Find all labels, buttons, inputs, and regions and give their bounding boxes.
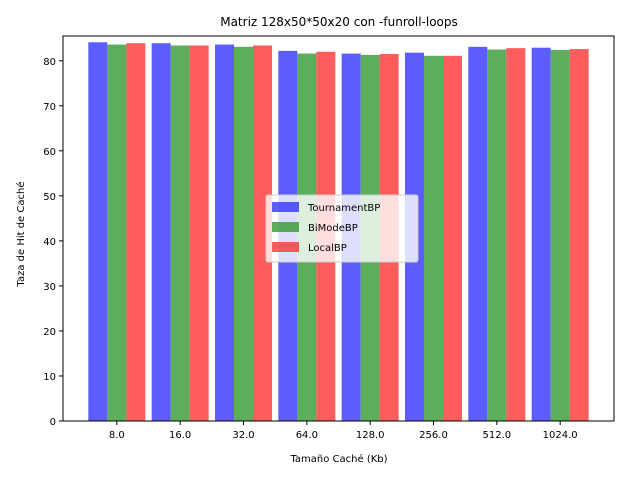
- bar-localbp-512.0: [506, 48, 526, 421]
- y-axis-label: Taza de Hit de Caché: [15, 182, 27, 288]
- x-tick-label: 8.0: [109, 430, 125, 441]
- x-tick-label: 16.0: [169, 430, 191, 441]
- legend-label-tournamentbp: TournamentBP: [307, 203, 380, 214]
- bar-localbp-16.0: [189, 45, 209, 422]
- legend-label-bimodebp: BiModeBP: [308, 223, 358, 234]
- bar-localbp-256.0: [443, 55, 462, 422]
- y-tick-label: 30: [43, 282, 56, 293]
- y-axis: 0 10 20 30 40 50 60 70 80: [43, 57, 63, 428]
- bar-tournamentbp-1024.0: [531, 47, 551, 422]
- y-tick-label: 0: [50, 417, 56, 428]
- bar-localbp-8.0: [126, 43, 146, 421]
- y-tick-label: 10: [43, 372, 56, 383]
- bar-bimodebp-512.0: [487, 49, 507, 421]
- bar-bimodebp-16.0: [170, 45, 190, 422]
- x-tick-label: 1024.0: [543, 430, 578, 441]
- bar-tournamentbp-32.0: [215, 44, 234, 422]
- legend-swatch-localbp: [272, 242, 299, 252]
- legend-box: [265, 194, 419, 263]
- bar-bimodebp-1024.0: [550, 49, 570, 422]
- legend-swatch-tournamentbp: [272, 202, 299, 212]
- bar-localbp-32.0: [253, 45, 272, 422]
- plot-frame: [62, 35, 615, 422]
- x-tick-label: 64.0: [296, 430, 318, 441]
- bar-bimodebp-256.0: [424, 55, 443, 422]
- x-tick-label: 256.0: [419, 430, 448, 441]
- bar-bimodebp-8.0: [107, 44, 127, 422]
- chart-title: Matriz 128x50*50x20 con -funroll-loops: [220, 15, 458, 29]
- legend-label-localbp: LocalBP: [308, 243, 347, 254]
- x-axis: 8.0 16.0 32.0 64.0 128.0 256.0 512.0 1024.0: [109, 421, 578, 441]
- x-tick-label: 512.0: [483, 430, 512, 441]
- x-axis-label: Tamaño Caché (Kb): [289, 453, 387, 465]
- bar-bimodebp-32.0: [234, 46, 253, 422]
- legend: TournamentBP BiModeBP LocalBP: [265, 194, 419, 263]
- y-tick-label: 40: [43, 237, 56, 248]
- y-tick-label: 20: [43, 327, 56, 338]
- legend-swatch-bimodebp: [272, 222, 299, 232]
- y-tick-label: 70: [43, 102, 56, 113]
- y-tick-label: 80: [43, 57, 56, 68]
- bar-tournamentbp-8.0: [88, 42, 108, 422]
- y-tick-label: 50: [43, 192, 56, 203]
- bar-localbp-1024.0: [569, 49, 589, 422]
- bar-tournamentbp-512.0: [468, 46, 488, 422]
- x-tick-label: 32.0: [232, 430, 254, 441]
- bar-tournamentbp-16.0: [151, 43, 171, 421]
- x-tick-label: 128.0: [356, 430, 385, 441]
- y-tick-label: 60: [43, 147, 56, 158]
